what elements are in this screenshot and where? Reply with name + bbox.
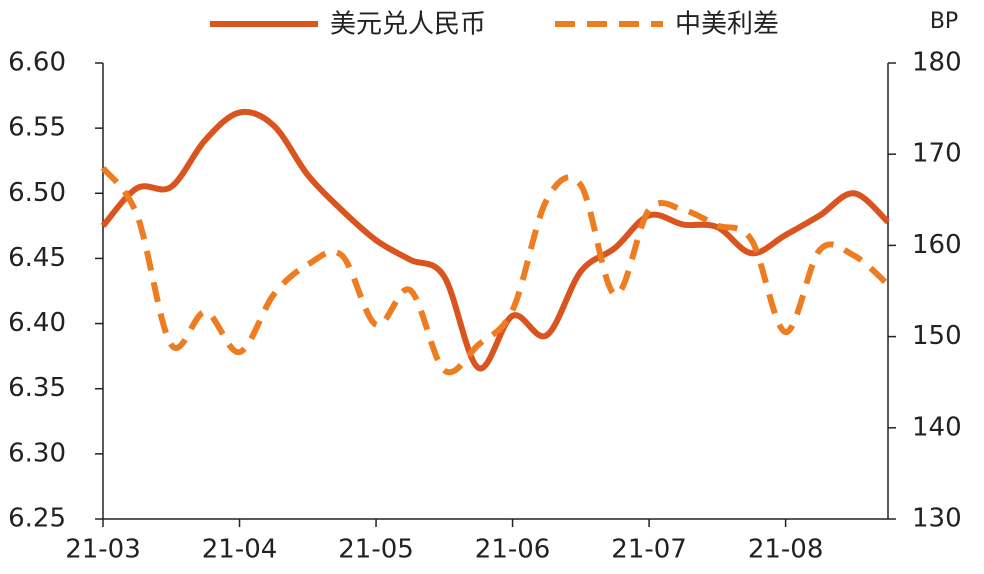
y-tick-label: 6.35	[8, 373, 66, 403]
y2-unit-label: BP	[930, 9, 958, 34]
y-tick-label: 6.55	[8, 113, 66, 143]
y-tick-label: 6.30	[8, 438, 66, 468]
x-tick-label: 21-08	[748, 535, 824, 565]
x-tick-label: 21-06	[475, 535, 551, 565]
y-tick-label: 6.45	[8, 243, 66, 273]
y-tick-label: 6.60	[8, 48, 66, 78]
y2-tick-label: 180	[912, 48, 962, 78]
series-line	[100, 165, 891, 376]
y2-tick-label: 130	[912, 504, 962, 534]
legend-label: 美元兑人民币	[330, 10, 486, 40]
y2-tick-label: 140	[912, 412, 962, 442]
x-tick-label: 21-04	[202, 535, 278, 565]
y-tick-label: 6.40	[8, 308, 66, 338]
y-tick-label: 6.50	[8, 178, 66, 208]
y2-tick-label: 150	[912, 321, 962, 351]
x-tick-label: 21-07	[611, 535, 687, 565]
y2-tick-label: 170	[912, 139, 962, 169]
legend-label: 中美利差	[675, 10, 779, 40]
y-tick-label: 6.25	[8, 504, 66, 534]
x-tick-label: 21-05	[338, 535, 414, 565]
series-line	[100, 108, 891, 371]
x-tick-label: 21-03	[65, 535, 141, 565]
y2-tick-label: 160	[912, 230, 962, 260]
